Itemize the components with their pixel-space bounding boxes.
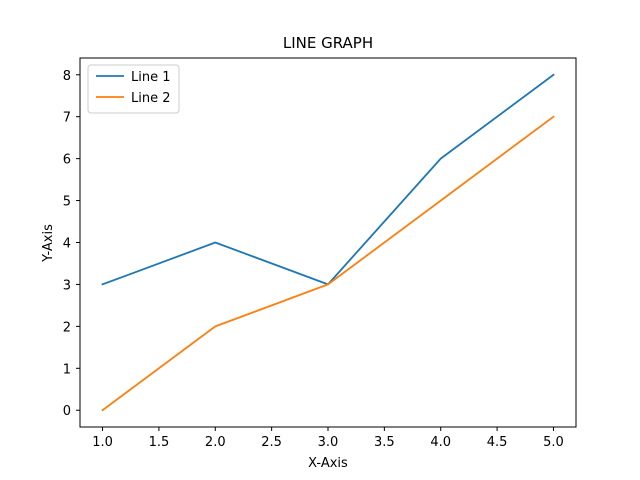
y-tick-label: 6 xyxy=(63,153,71,168)
legend: Line 1 Line 2 xyxy=(87,64,180,114)
y-tick-label: 8 xyxy=(63,69,71,84)
y-tick-label: 0 xyxy=(63,404,71,419)
x-axis-label: X-Axis xyxy=(308,456,348,471)
legend-box xyxy=(87,64,180,114)
legend-label-2: Line 2 xyxy=(131,91,171,106)
y-axis-label: Y-Axis xyxy=(41,224,56,263)
x-tick-label: 4.0 xyxy=(430,435,451,450)
plot-frame xyxy=(79,57,577,428)
plot-lines xyxy=(101,73,555,412)
y-tick-label: 5 xyxy=(63,195,71,210)
x-tick-label: 1.5 xyxy=(149,435,170,450)
y-tick-label: 7 xyxy=(63,111,71,126)
y-tick-label: 2 xyxy=(63,320,71,335)
series-line-2 xyxy=(101,115,555,412)
x-tick-label: 5.0 xyxy=(543,435,564,450)
legend-label-1: Line 1 xyxy=(131,70,171,85)
x-tick-label: 2.5 xyxy=(261,435,282,450)
y-tick-label: 3 xyxy=(63,278,71,293)
x-tick-label: 1.0 xyxy=(92,435,113,450)
x-tick-label: 3.0 xyxy=(318,435,339,450)
x-tick-label: 2.0 xyxy=(205,435,226,450)
x-ticks: 1.0 1.5 2.0 2.5 3.0 3.5 4.0 4.5 5.0 xyxy=(92,427,564,450)
chart-title: LINE GRAPH xyxy=(283,34,373,52)
y-tick-label: 1 xyxy=(63,362,71,377)
x-tick-label: 3.5 xyxy=(374,435,395,450)
x-tick-label: 4.5 xyxy=(487,435,508,450)
y-tick-label: 4 xyxy=(63,237,71,252)
y-ticks: 0 1 2 3 4 5 6 7 8 xyxy=(63,69,80,419)
